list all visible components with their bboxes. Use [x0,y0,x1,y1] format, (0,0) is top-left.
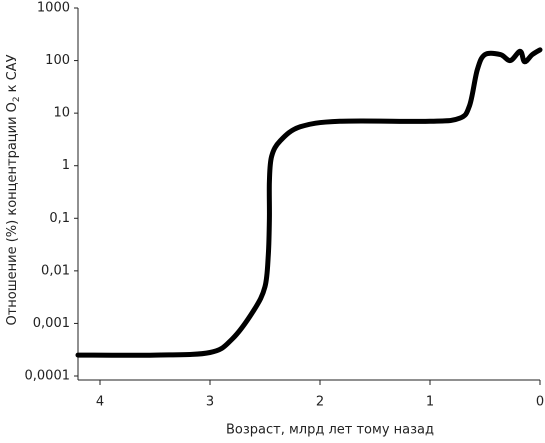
y-axis-label: Отношение (%) концентрации O2 к САУ [5,54,22,325]
y-label-part: к САУ [5,54,20,92]
y-tick-label: 0,1 [49,211,70,226]
y-tick-label: 100 [45,53,70,68]
x-tick-label: 3 [206,395,214,410]
x-tick-label: 1 [426,395,434,410]
y-tick-label: 0,001 [33,316,70,331]
y-label-sub: 2 [12,96,22,102]
y-tick-label: 10 [53,106,70,121]
x-axis-label: Возраст, млрд лет тому назад [226,423,434,438]
x-tick-label: 2 [316,395,324,410]
y-label-part: Отношение (%) концентрации O [5,102,20,325]
x-tick-label: 4 [96,395,104,410]
y-tick-label: 0,01 [41,263,70,278]
y-tick-label: 1000 [37,1,70,16]
y-tick-label: 1 [62,158,70,173]
data-line [75,47,543,358]
y-tick-label: 0,0001 [25,369,71,384]
x-tick-label: 0 [536,395,544,410]
